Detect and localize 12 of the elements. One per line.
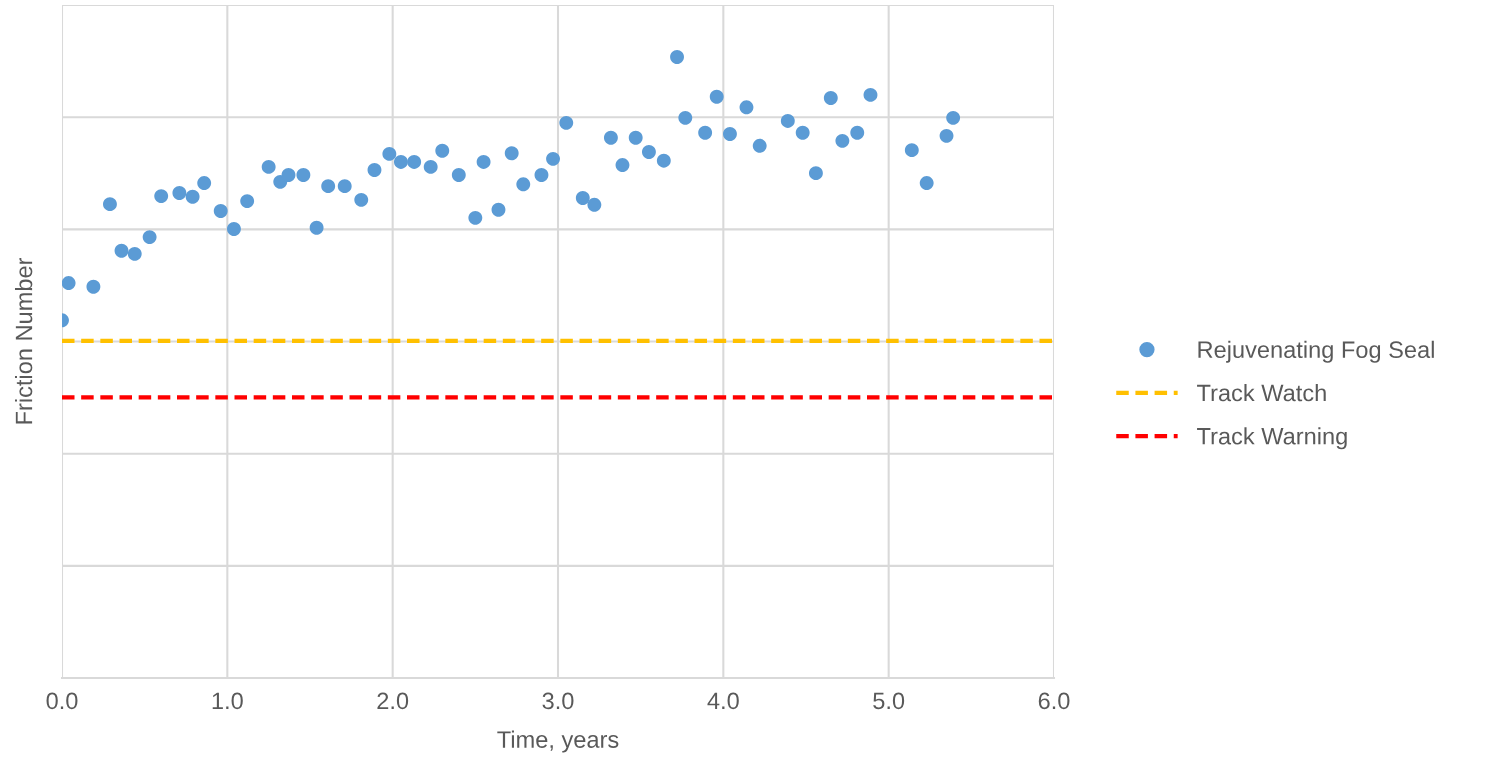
legend-label: Track Warning [1197,427,1347,450]
legend-label: Track Watch [1197,383,1326,402]
x-tick-label: 0.0 [46,692,78,710]
x-tick-label: 2.0 [377,692,409,710]
x-tick-label: 4.0 [707,692,739,710]
x-tick-label: 5.0 [873,692,905,710]
x-tick-label: 6.0 [1038,692,1070,710]
x-tick-label: 3.0 [542,692,574,710]
y-axis-title: Friction Number [14,257,33,424]
x-tick-label: 1.0 [212,692,243,710]
legend-label: Rejuvenating Fog Seal [1198,340,1434,363]
x-axis-title: Time, years [497,730,619,753]
